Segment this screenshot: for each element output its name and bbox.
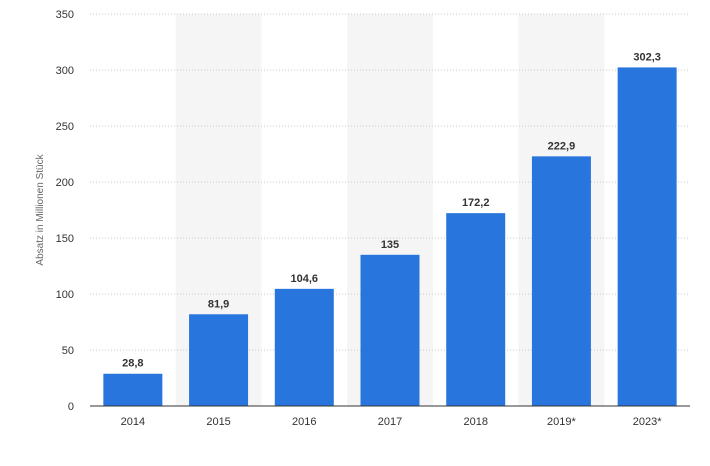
data-labels: 28,8 81,9 104,6 135 172,2 222,9 302,3 bbox=[122, 51, 661, 369]
data-label: 172,2 bbox=[462, 197, 490, 209]
bar bbox=[274, 288, 334, 406]
bar bbox=[103, 373, 163, 406]
bar bbox=[360, 254, 420, 406]
x-tick-label: 2017 bbox=[378, 416, 402, 428]
y-axis-title: Absatz in Millionen Stück bbox=[35, 153, 46, 265]
y-axis-ticks: 0 50 100 150 200 250 300 350 bbox=[56, 9, 74, 413]
bar bbox=[446, 213, 506, 406]
y-tick-label: 350 bbox=[56, 9, 74, 21]
y-tick-label: 150 bbox=[56, 233, 74, 245]
y-tick-label: 50 bbox=[62, 345, 74, 357]
data-label: 81,9 bbox=[208, 298, 229, 310]
data-label: 135 bbox=[381, 239, 399, 251]
data-label: 28,8 bbox=[122, 358, 143, 370]
bars bbox=[103, 67, 677, 406]
x-tick-label: 2023* bbox=[633, 416, 662, 428]
data-label: 222,9 bbox=[548, 140, 576, 152]
y-tick-label: 0 bbox=[68, 401, 74, 413]
data-label: 104,6 bbox=[291, 273, 319, 285]
x-tick-label: 2014 bbox=[121, 416, 145, 428]
x-tick-label: 2016 bbox=[292, 416, 316, 428]
x-tick-label: 2019* bbox=[547, 416, 576, 428]
y-tick-label: 200 bbox=[56, 177, 74, 189]
x-tick-label: 2015 bbox=[206, 416, 230, 428]
bar bbox=[531, 156, 591, 406]
bar bbox=[189, 314, 249, 406]
y-tick-label: 250 bbox=[56, 121, 74, 133]
x-axis-labels: 2014 2015 2016 2017 2018 2019* 2023* bbox=[121, 416, 663, 428]
data-label: 302,3 bbox=[633, 51, 661, 63]
x-tick-label: 2018 bbox=[463, 416, 487, 428]
y-tick-label: 100 bbox=[56, 289, 74, 301]
y-tick-label: 300 bbox=[56, 65, 74, 77]
bar bbox=[617, 67, 677, 406]
